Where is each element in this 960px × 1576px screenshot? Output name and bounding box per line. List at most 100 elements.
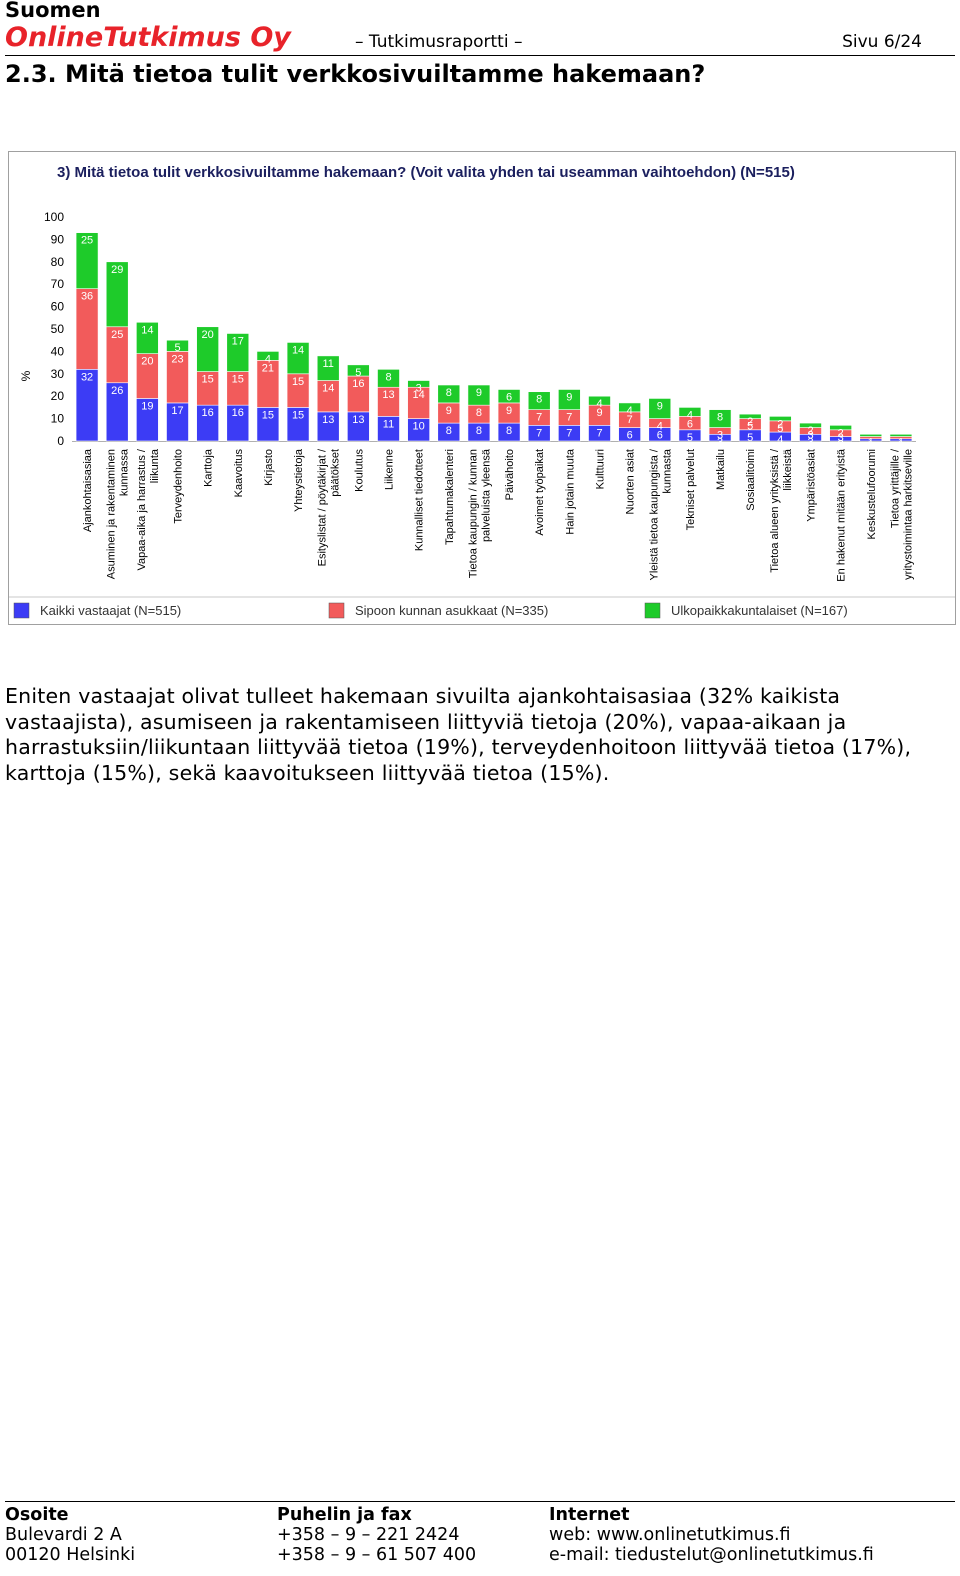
x-tick-label-line: Sosiaalitoimi <box>745 449 757 511</box>
bar-data-label: 5 <box>747 432 753 444</box>
bar-data-label: 19 <box>141 400 153 412</box>
x-tick-label-line: Kaavoitus <box>233 449 245 498</box>
bar-data-label: 5 <box>355 367 361 379</box>
y-axis-label: % <box>19 370 33 381</box>
y-tick-label: 90 <box>51 232 65 246</box>
x-tick-label-line: Ympäristöasiat <box>806 449 818 522</box>
bar-segment-outside <box>558 389 581 410</box>
bar-data-label: 25 <box>81 235 93 247</box>
x-tick-label-line: En hakenut mitään erityistä <box>836 448 848 582</box>
legend-swatch <box>644 602 661 619</box>
bar-data-label: 16 <box>352 378 364 390</box>
bar-data-label: 3 <box>838 432 844 444</box>
chart-frame: 3) Mitä tietoa tulit verkkosivuiltamme h… <box>8 151 956 625</box>
company-name-line1: Suomen <box>5 0 101 22</box>
x-tick-label: Tietoa alueen yrityksistä /liikkeistä <box>769 448 794 573</box>
footer-phone-heading: Puhelin ja fax <box>277 1505 412 1525</box>
bar-data-label: 29 <box>111 264 123 276</box>
bar-data-label: 7 <box>596 427 602 439</box>
x-tick-label: Avoimet työpaikat <box>534 449 546 536</box>
x-tick-label-line: Kirjasto <box>263 449 275 486</box>
bar-data-label: 2 <box>747 416 753 428</box>
x-tick-label-line: Yleistä tietoa kaupungista / <box>648 448 660 580</box>
x-tick-label: Kaavoitus <box>233 449 245 498</box>
x-tick-label: Keskustelufoorumi <box>866 449 878 540</box>
page-number: Sivu 6/24 <box>842 32 922 52</box>
bar-data-label: 13 <box>322 414 334 426</box>
y-tick-label: 20 <box>51 389 65 403</box>
x-tick-label-line: Terveydenhoito <box>173 449 185 524</box>
x-tick-label-line: Nuorten asiat <box>625 449 637 514</box>
body-line: harrastuksiin/liikuntaan liittyvää tieto… <box>5 735 912 759</box>
bar-segment-outside <box>136 321 159 354</box>
bar-segment-outside <box>829 425 852 431</box>
bar-data-label: 5 <box>777 423 783 435</box>
bars: 3236252625291920141723516152016151715214… <box>75 232 913 453</box>
bar-data-label: 11 <box>383 418 394 430</box>
bar-data-label: 10 <box>413 421 425 433</box>
x-tick-label-line: Asuminen ja rakentaminen <box>106 449 118 579</box>
x-tick-label: Nuorten asiat <box>625 449 637 514</box>
bar-segment-outside <box>75 232 99 289</box>
bar-segment-outside <box>527 391 551 410</box>
x-tick-label: Vapaa-aika ja harrastus /liikunta <box>136 448 161 570</box>
bar-data-label: 2 <box>807 425 813 437</box>
footer-email-link[interactable]: e-mail: tiedustelut@onlinetutkimus.fi <box>549 1545 874 1565</box>
bar-data-label: 6 <box>627 430 633 442</box>
x-axis-labels: Ajankohtaisasiaa Asuminen ja rakentaminen… <box>82 448 914 582</box>
x-tick-label: Kulttuuri <box>595 449 607 489</box>
bar-data-label: 8 <box>506 425 512 437</box>
bar-data-label: 8 <box>536 394 542 406</box>
footer-web-link[interactable]: web: www.onlinetutkimus.fi <box>549 1525 791 1545</box>
bar-segment-outside <box>437 384 461 404</box>
bar-data-label: 1 <box>868 441 874 453</box>
bar-data-label: 14 <box>322 383 334 395</box>
bar-data-label: 7 <box>566 412 572 424</box>
y-tick-label: 10 <box>51 412 65 426</box>
bar-segment-outside <box>648 398 672 419</box>
x-tick-label: Asuminen ja rakentaminenkunnassa <box>106 448 131 579</box>
bar-data-label: 21 <box>262 362 274 374</box>
bar-data-label: 20 <box>202 329 214 341</box>
bar-data-label: 9 <box>506 405 512 417</box>
x-tick-label: Kunnalliset tiedotteet <box>414 449 426 551</box>
bar-data-label: 4 <box>596 398 602 410</box>
bar-data-label: 1 <box>898 436 904 448</box>
y-tick-label: 100 <box>44 210 64 224</box>
x-tick-label-line: Tekniset palvelut <box>685 449 697 530</box>
legend-label: Kaikki vastaajat (N=515) <box>40 603 181 618</box>
bar-data-label: 25 <box>111 329 123 341</box>
x-tick-label: Ajankohtaisasiaa <box>82 448 94 532</box>
bar-segment-outside <box>226 333 250 372</box>
footer-address-heading: Osoite <box>5 1505 69 1525</box>
x-tick-label-line: Ajankohtaisasiaa <box>82 448 94 532</box>
bar-segment-outside <box>618 402 641 413</box>
bar-data-label: 4 <box>687 409 693 421</box>
x-tick-label-line: Koulutus <box>353 449 365 492</box>
bar-segment-outside <box>738 413 762 419</box>
bar-data-label: 8 <box>446 387 452 399</box>
bar-data-label: 2 <box>777 418 783 430</box>
bar-data-label: 1 <box>898 441 904 453</box>
bar-data-label: 6 <box>657 430 663 442</box>
x-tick-label-line: kunnasta <box>661 448 673 494</box>
legend-label: Ulkopaikkakuntalaiset (N=167) <box>671 603 848 618</box>
chart-title: 3) Mitä tietoa tulit verkkosivuiltamme h… <box>57 164 795 181</box>
bar-data-label: 4 <box>777 434 783 446</box>
y-tick-label: 40 <box>51 344 65 358</box>
x-tick-label-line: palveluista yleensä <box>480 448 492 542</box>
body-line: karttoja (15%), sekä kaavoitukseen liitt… <box>5 760 610 785</box>
bar-data-label: 23 <box>171 353 183 365</box>
x-tick-label: Tietoa yrittäjille /yritystoimintaa hark… <box>889 448 914 580</box>
footer-internet-heading: Internet <box>549 1505 630 1525</box>
bar-data-label: 2 <box>838 427 844 439</box>
x-tick-label-line: Päivähoito <box>504 449 516 500</box>
footer-phone-line: +358 – 9 – 61 507 400 <box>277 1545 477 1565</box>
bar-data-label: 3 <box>416 383 422 395</box>
bar-data-label: 7 <box>627 414 633 426</box>
body-line: Eniten vastaajat olivat tulleet hakemaan… <box>5 684 841 708</box>
body-text: Eniten vastaajat olivat tulleet hakemaan… <box>5 684 945 786</box>
y-tick-label: 70 <box>51 277 65 291</box>
bar-segment-outside <box>708 409 732 428</box>
bar-data-label: 3 <box>807 436 813 448</box>
